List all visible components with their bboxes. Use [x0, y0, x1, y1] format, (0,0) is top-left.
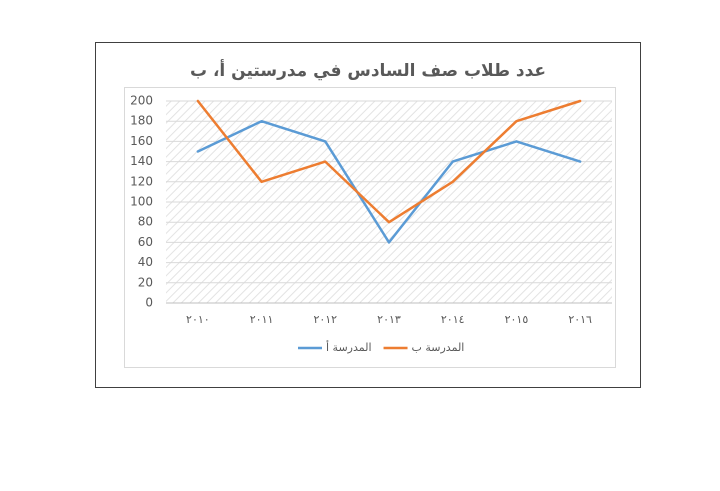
y-tick-label: 160: [130, 134, 153, 148]
y-tick-label: 200: [130, 94, 153, 108]
x-tick-label: ٢٠١٦: [568, 313, 592, 326]
series-line: [196, 99, 582, 224]
y-tick-label: 120: [130, 174, 153, 188]
x-tick-label: ٢٠١٠: [186, 313, 210, 326]
y-tick-label: 60: [138, 235, 153, 249]
y-tick-label: 0: [145, 296, 153, 310]
y-tick-label: 140: [130, 154, 153, 168]
chart-title: عدد طلاب صف السادس في مدرستين أ، ب: [190, 59, 546, 81]
y-tick-label: 80: [138, 215, 153, 229]
x-tick-label: ٢٠١٥: [505, 313, 529, 326]
x-tick-label: ٢٠١١: [250, 313, 274, 326]
legend-label: المدرسة ب: [412, 341, 465, 354]
x-tick-label: ٢٠١٤: [441, 313, 465, 326]
series-line: [196, 119, 582, 244]
y-tick-label: 40: [138, 255, 153, 269]
legend-label: المدرسة أ: [326, 340, 372, 354]
x-tick-label: ٢٠١٣: [377, 313, 401, 326]
x-tick-label: ٢٠١٢: [313, 313, 337, 326]
y-tick-label: 20: [138, 275, 153, 289]
y-tick-label: 100: [130, 195, 153, 209]
y-tick-label: 180: [130, 114, 153, 128]
